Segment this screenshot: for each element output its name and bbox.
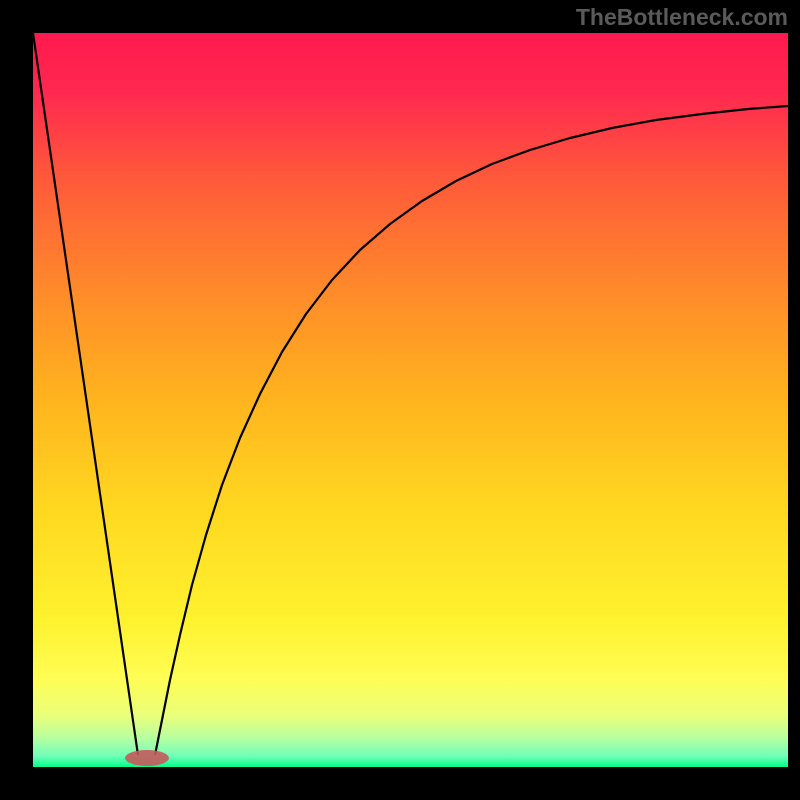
chart-container: TheBottleneck.com [0, 0, 800, 800]
right-curve [155, 106, 788, 755]
bottleneck-marker [125, 750, 169, 766]
watermark-text: TheBottleneck.com [576, 4, 788, 31]
plot-area [33, 33, 788, 767]
curves-layer [0, 0, 800, 800]
left-line [33, 33, 138, 755]
